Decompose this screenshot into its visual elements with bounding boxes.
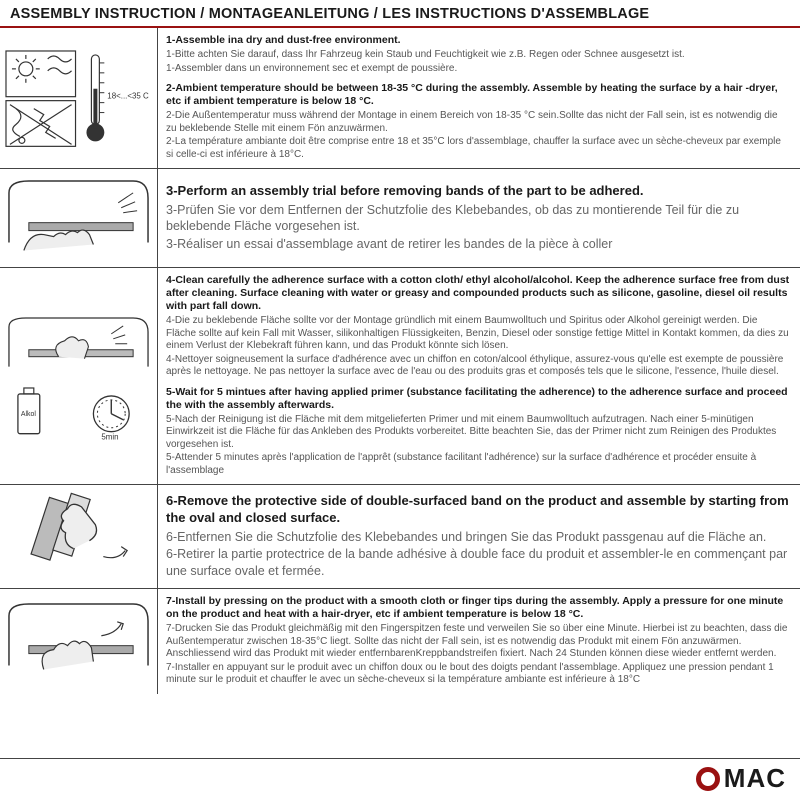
- step-6-de: 6-Entfernen Sie die Schutzfolie des Kleb…: [166, 529, 790, 545]
- step-row-1-2: 18<...<35 C 1-Assemble ina dry and dust-…: [0, 28, 800, 169]
- temp-range-label: 18<...<35 C: [107, 91, 149, 100]
- step-row-6: 6-Remove the protective side of double-s…: [0, 485, 800, 588]
- step-1-en: 1-Assemble ina dry and dust-free environ…: [166, 34, 790, 47]
- footer: MAC: [0, 758, 800, 800]
- step-3: 3-Perform an assembly trial before remov…: [166, 183, 790, 253]
- step-row-4-5: Alkol 5min 4-Clean carefully the adheren…: [0, 268, 800, 486]
- sun-thermo-icon: 18<...<35 C: [4, 49, 153, 148]
- illus-peel-tape: [0, 485, 158, 587]
- step-7-en: 7-Install by pressing on the product wit…: [166, 595, 790, 621]
- peel-tape-icon: [4, 489, 153, 583]
- step-4-de: 4-Die zu beklebende Fläche sollte vor de…: [166, 315, 790, 353]
- step-5-fr: 5-Attender 5 minutes après l'application…: [166, 452, 790, 477]
- step-2-de: 2-Die Außentemperatur muss während der M…: [166, 110, 790, 135]
- step-3-fr: 3-Réaliser un essai d'assemblage avant d…: [166, 236, 790, 252]
- step-text-6: 6-Remove the protective side of double-s…: [158, 485, 800, 587]
- step-4-en: 4-Clean carefully the adherence surface …: [166, 274, 790, 313]
- step-5: 5-Wait for 5 mintues after having applie…: [166, 386, 790, 479]
- logo-text: MAC: [724, 763, 786, 794]
- step-text-3: 3-Perform an assembly trial before remov…: [158, 169, 800, 266]
- step-1: 1-Assemble ina dry and dust-free environ…: [166, 34, 790, 76]
- page-title: ASSEMBLY INSTRUCTION / MONTAGEANLEITUNG …: [0, 0, 800, 28]
- step-2-fr: 2-La température ambiante doit être comp…: [166, 136, 790, 161]
- step-3-de: 3-Prüfen Sie vor dem Entfernen der Schut…: [166, 202, 790, 235]
- step-7: 7-Install by pressing on the product wit…: [166, 595, 790, 688]
- step-1-de: 1-Bitte achten Sie darauf, dass Ihr Fahr…: [166, 49, 790, 62]
- step-row-3: 3-Perform an assembly trial before remov…: [0, 169, 800, 267]
- cleaning-icon: [4, 312, 153, 382]
- steps-container: 18<...<35 C 1-Assemble ina dry and dust-…: [0, 28, 800, 758]
- step-7-de: 7-Drucken Sie das Produkt gleichmäßig mi…: [166, 623, 790, 661]
- step-7-fr: 7-Installer en appuyant sur le produit a…: [166, 662, 790, 687]
- alcohol-timer-icon: Alkol 5min: [4, 386, 153, 441]
- illus-trial-fit: [0, 169, 158, 266]
- step-text-7: 7-Install by pressing on the product wit…: [158, 589, 800, 694]
- step-6: 6-Remove the protective side of double-s…: [166, 493, 790, 580]
- step-text-4-5: 4-Clean carefully the adherence surface …: [158, 268, 800, 485]
- step-5-en: 5-Wait for 5 mintues after having applie…: [166, 386, 790, 412]
- door-sill-hand-icon: [4, 173, 153, 262]
- step-row-7: 7-Install by pressing on the product wit…: [0, 589, 800, 694]
- step-1-fr: 1-Assembler dans un environnement sec et…: [166, 63, 790, 76]
- step-5-de: 5-Nach der Reinigung ist die Fläche mit …: [166, 414, 790, 452]
- press-hand-icon: [4, 596, 153, 685]
- step-6-fr: 6-Retirer la partie protectrice de la ba…: [166, 546, 790, 579]
- wait-time-label: 5min: [101, 432, 118, 440]
- step-4: 4-Clean carefully the adherence surface …: [166, 274, 790, 380]
- step-text-1-2: 1-Assemble ina dry and dust-free environ…: [158, 28, 800, 168]
- illus-clean-primer: Alkol 5min: [0, 268, 158, 485]
- step-4-fr: 4-Nettoyer soigneusement la surface d'ad…: [166, 354, 790, 379]
- brand-logo: MAC: [696, 763, 786, 794]
- illus-environment-temp: 18<...<35 C: [0, 28, 158, 168]
- step-6-en: 6-Remove the protective side of double-s…: [166, 493, 790, 527]
- step-3-en: 3-Perform an assembly trial before remov…: [166, 183, 790, 200]
- step-2-en: 2-Ambient temperature should be between …: [166, 82, 790, 108]
- alcohol-label: Alkol: [21, 410, 36, 417]
- instruction-sheet: ASSEMBLY INSTRUCTION / MONTAGEANLEITUNG …: [0, 0, 800, 800]
- illus-press-install: [0, 589, 158, 694]
- step-2: 2-Ambient temperature should be between …: [166, 82, 790, 162]
- logo-ring-icon: [696, 767, 720, 791]
